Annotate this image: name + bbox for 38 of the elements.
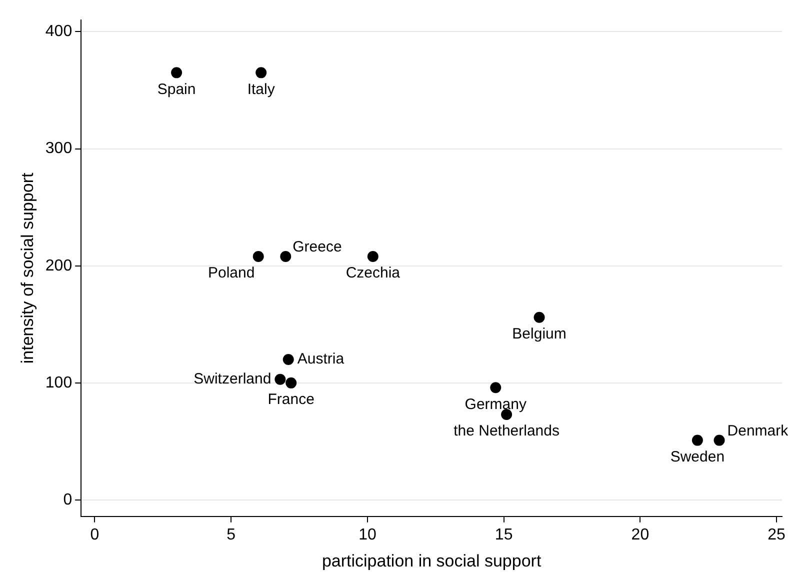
y-tick-label: 400: [45, 23, 72, 40]
annotation: Greece: [292, 238, 342, 256]
point: [256, 67, 267, 78]
annotation: Germany: [464, 396, 527, 413]
annotation: the Netherlands: [454, 422, 560, 440]
y-tick-label: 0: [63, 491, 72, 508]
x-tick-label: 5: [226, 526, 236, 544]
point: [490, 382, 502, 394]
y-axis-title: intensity of social support: [18, 172, 37, 364]
x-tick-label: 0: [90, 526, 100, 544]
annotation: Switzerland: [194, 370, 272, 388]
annotation: Austria: [297, 350, 345, 368]
annotation: France: [268, 391, 314, 408]
y-tick-label: 300: [45, 140, 72, 158]
annotation: Italy: [247, 80, 276, 98]
point: [280, 250, 292, 262]
point: [252, 250, 264, 262]
y-tick-label: 200: [45, 257, 72, 274]
point: [692, 434, 703, 446]
annotation: Czechia: [346, 264, 401, 282]
x-tick-label: 15: [494, 526, 513, 544]
y-tick-label: 100: [45, 374, 72, 392]
annotation: Spain: [157, 80, 196, 98]
point: [367, 250, 378, 262]
annotation: Belgium: [512, 326, 566, 343]
annotation: Poland: [208, 264, 255, 282]
point: [286, 377, 297, 388]
point: [534, 312, 545, 323]
point: [171, 67, 182, 78]
point: [714, 434, 725, 446]
annotation: Denmark: [727, 422, 789, 440]
x-tick-label: 20: [631, 526, 650, 544]
annotation: Sweden: [670, 448, 725, 466]
x-axis-title: participation in social support: [322, 551, 542, 570]
point: [274, 374, 286, 385]
x-tick-label: 25: [768, 526, 786, 544]
x-tick-label: 10: [358, 526, 376, 544]
point: [282, 354, 294, 366]
